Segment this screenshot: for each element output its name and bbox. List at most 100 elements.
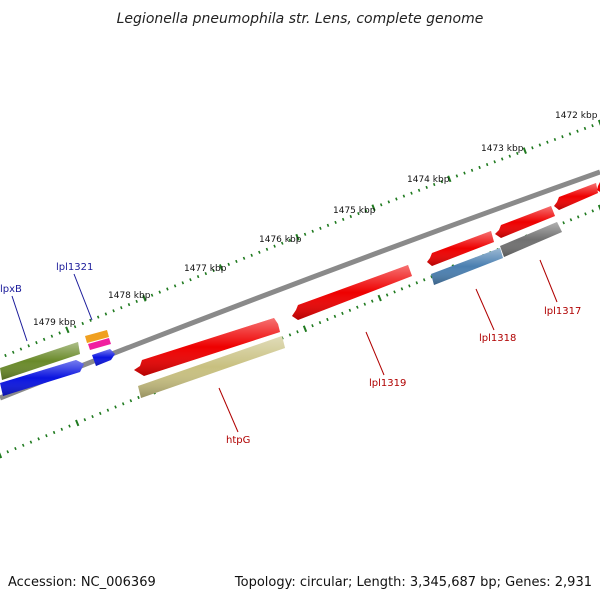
inner-ring-tick bbox=[121, 402, 125, 406]
outer-ring-tick bbox=[127, 303, 131, 307]
outer-ring-tick bbox=[35, 340, 38, 345]
outer-ring-tick bbox=[357, 212, 360, 216]
gene-lpl1317-upper[interactable] bbox=[495, 206, 555, 238]
outer-ring-tick bbox=[19, 347, 23, 351]
gene-lpxB[interactable] bbox=[0, 342, 80, 380]
outer-ring-tick bbox=[196, 275, 200, 279]
inner-ring-tick bbox=[129, 399, 133, 403]
leader-lpl1317 bbox=[539, 259, 558, 303]
inner-ring-tick bbox=[400, 287, 404, 291]
gene-label-lpl1318[interactable]: lpl1318 bbox=[479, 333, 516, 344]
inner-ring-tick bbox=[576, 215, 580, 219]
inner-ring-tick bbox=[341, 311, 344, 316]
inner-ring-tick bbox=[377, 294, 382, 302]
gene-lpl1321[interactable] bbox=[85, 330, 115, 366]
outer-ring-tick bbox=[508, 154, 512, 158]
gene-label-lpxB[interactable]: lpxB bbox=[0, 284, 22, 295]
gene-label-htpG[interactable]: htpG bbox=[226, 435, 250, 446]
gene-htpG-upper[interactable] bbox=[134, 318, 280, 376]
gene-lpl1317[interactable] bbox=[500, 222, 562, 257]
outer-ring-tick bbox=[568, 132, 572, 136]
outer-ring-tick bbox=[583, 126, 587, 131]
inner-ring-tick bbox=[83, 418, 87, 422]
accession-text: Accession: NC_006369 bbox=[8, 575, 156, 590]
inner-ring-tick bbox=[6, 450, 10, 454]
outer-ring-tick bbox=[311, 229, 315, 233]
inner-ring-tick bbox=[302, 325, 308, 333]
leader-lpl1321 bbox=[73, 273, 93, 321]
kbp-label-1477: 1477 kbp bbox=[184, 264, 227, 274]
inner-ring-tick bbox=[562, 221, 565, 225]
outer-ring-tick bbox=[218, 264, 224, 271]
outer-ring-tick bbox=[319, 226, 322, 230]
outer-ring-tick bbox=[96, 315, 100, 319]
gene-edge-red-2[interactable] bbox=[597, 182, 600, 192]
inner-ring-tick bbox=[14, 446, 17, 451]
outer-ring-tick bbox=[538, 143, 542, 147]
leader-htpG bbox=[218, 387, 239, 433]
kbp-label-1475: 1475 kbp bbox=[333, 206, 376, 216]
inner-ring-tick bbox=[37, 437, 40, 441]
outer-ring-tick bbox=[142, 294, 147, 302]
inner-ring-tick bbox=[114, 405, 117, 409]
outer-ring-tick bbox=[189, 278, 192, 282]
outer-ring-tick bbox=[493, 160, 496, 164]
outer-ring-tick bbox=[463, 171, 466, 175]
outer-ring-tick bbox=[120, 306, 123, 310]
gene-lpxB-partner[interactable] bbox=[0, 360, 84, 396]
outer-ring-tick bbox=[166, 287, 169, 291]
outer-ring-tick bbox=[341, 217, 345, 221]
outer-ring-tick bbox=[135, 299, 138, 303]
inner-ring-tick bbox=[29, 440, 33, 444]
gene-lpl1319[interactable] bbox=[292, 265, 412, 320]
inner-ring-tick bbox=[422, 278, 426, 282]
outer-ring-tick bbox=[478, 165, 481, 170]
kbp-label-1474: 1474 kbp bbox=[407, 175, 450, 185]
outer-ring-tick bbox=[204, 272, 208, 276]
inner-ring-tick bbox=[52, 430, 56, 435]
outer-ring-tick bbox=[181, 281, 185, 285]
outer-ring-tick bbox=[4, 353, 7, 358]
gene-label-lpl1319[interactable]: lpl1319 bbox=[369, 378, 406, 389]
gene-edge-red-1[interactable] bbox=[554, 183, 598, 210]
outer-ring-tick bbox=[173, 284, 177, 288]
outer-ring-tick bbox=[597, 119, 600, 126]
gene-label-lpl1321[interactable]: lpl1321 bbox=[56, 262, 93, 273]
gene-lpl1318[interactable] bbox=[431, 248, 503, 285]
outer-ring-tick bbox=[561, 135, 564, 139]
outer-ring-tick bbox=[227, 262, 231, 267]
gene-lpl1318-upper[interactable] bbox=[427, 231, 494, 266]
inner-ring-tick bbox=[348, 308, 352, 312]
outer-ring-tick bbox=[42, 337, 46, 342]
outer-ring-tick bbox=[379, 203, 383, 207]
leader-lpl1318 bbox=[475, 288, 495, 331]
inner-ring-tick bbox=[597, 204, 600, 211]
inner-ring-tick bbox=[356, 305, 359, 309]
outer-ring-tick bbox=[265, 247, 269, 251]
outer-ring-tick bbox=[591, 124, 594, 128]
outer-ring-tick bbox=[112, 309, 115, 313]
kbp-label-1479: 1479 kbp bbox=[33, 318, 76, 328]
inner-ring-tick bbox=[68, 424, 71, 428]
outer-ring-tick bbox=[150, 293, 154, 297]
label-leaders bbox=[11, 259, 558, 433]
inner-ring-tick bbox=[311, 324, 314, 328]
inner-ring-tick bbox=[415, 281, 419, 285]
kbp-label-1476: 1476 kbp bbox=[259, 235, 302, 245]
gene-label-lpl1317[interactable]: lpl1317 bbox=[544, 306, 581, 317]
inner-ring-tick bbox=[393, 290, 396, 294]
outer-ring-tick bbox=[273, 244, 276, 248]
inner-ring-tick bbox=[98, 411, 102, 416]
outer-ring-tick bbox=[387, 200, 391, 204]
outer-ring-tick bbox=[410, 191, 413, 195]
inner-ring-tick bbox=[45, 434, 48, 438]
outer-ring-tick bbox=[242, 256, 246, 260]
outer-ring-tick bbox=[73, 325, 77, 329]
outer-ring-tick bbox=[250, 253, 253, 257]
gene-htpG[interactable] bbox=[138, 336, 285, 398]
inner-ring-tick bbox=[60, 427, 64, 431]
outer-ring-tick bbox=[326, 223, 330, 227]
outer-ring-tick bbox=[395, 197, 398, 201]
